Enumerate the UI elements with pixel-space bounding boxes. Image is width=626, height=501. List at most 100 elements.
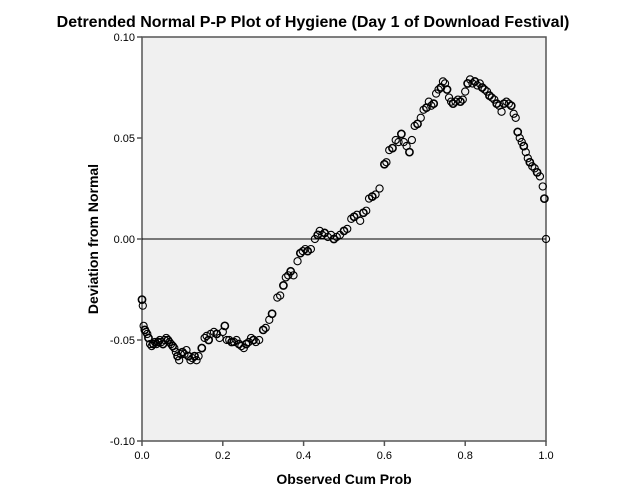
data-point xyxy=(190,351,199,361)
y-tick-label: -0.10 xyxy=(110,436,135,448)
y-axis: -0.10 -0.05 0.00 0.05 0.10 xyxy=(110,32,142,448)
data-point xyxy=(177,347,187,357)
x-tick-label: 0.8 xyxy=(458,450,473,462)
data-point xyxy=(220,321,230,331)
data-point xyxy=(434,85,443,94)
y-tick-label: 0.00 xyxy=(114,234,135,246)
data-point xyxy=(455,97,465,107)
data-point xyxy=(343,224,352,234)
data-point xyxy=(140,325,150,335)
data-point xyxy=(258,325,268,335)
data-point xyxy=(477,83,487,92)
data-point xyxy=(521,147,530,157)
data-point xyxy=(431,89,441,98)
data-point xyxy=(301,244,310,254)
data-point xyxy=(276,291,285,300)
data-point xyxy=(519,141,529,151)
x-tick-label: 1.0 xyxy=(538,450,553,462)
data-point xyxy=(497,107,506,116)
data-point xyxy=(197,343,207,353)
data-point xyxy=(438,77,448,86)
x-tick-label: 0.4 xyxy=(296,450,311,462)
data-point xyxy=(416,113,425,122)
x-tick-label: 0.6 xyxy=(377,450,392,462)
x-axis: 0.0 0.2 0.4 0.6 0.8 1.0 xyxy=(134,441,554,462)
data-point xyxy=(237,341,246,351)
data-point xyxy=(394,137,403,147)
x-tick-label: 0.2 xyxy=(215,450,230,462)
data-point xyxy=(528,162,537,171)
data-point xyxy=(150,337,160,347)
data-point xyxy=(539,194,549,203)
data-point xyxy=(461,87,470,96)
data-point xyxy=(281,273,290,282)
data-point xyxy=(458,95,467,104)
data-point xyxy=(388,143,397,153)
data-point xyxy=(138,301,147,310)
data-point xyxy=(504,99,513,108)
data-point xyxy=(407,135,417,145)
data-point xyxy=(137,295,147,304)
data-point xyxy=(453,95,463,104)
data-point xyxy=(485,91,494,100)
data-point xyxy=(511,113,520,122)
data-point xyxy=(356,216,365,225)
data-point xyxy=(241,339,251,349)
data-point xyxy=(473,81,482,90)
data-point xyxy=(194,352,203,361)
data-point xyxy=(289,271,298,280)
data-point xyxy=(170,343,179,353)
data-point xyxy=(148,339,158,349)
data-point xyxy=(176,349,185,359)
data-point xyxy=(444,93,454,102)
data-point xyxy=(315,226,324,236)
data-point xyxy=(204,335,214,345)
data-point xyxy=(382,158,391,167)
x-tick-label: 0.0 xyxy=(134,450,149,462)
data-point xyxy=(375,184,384,193)
data-point xyxy=(451,97,460,106)
data-point xyxy=(535,172,545,181)
data-point xyxy=(541,234,551,244)
data-point xyxy=(515,133,524,143)
data-point xyxy=(306,244,316,254)
data-point xyxy=(379,159,389,169)
data-point xyxy=(160,335,169,345)
data-point xyxy=(143,329,152,339)
data-point xyxy=(470,77,480,86)
data-point xyxy=(465,75,475,84)
y-tick-label: 0.05 xyxy=(114,133,135,145)
data-point xyxy=(538,182,547,191)
data-point xyxy=(487,93,497,102)
y-tick-label: 0.10 xyxy=(114,32,135,44)
data-point xyxy=(192,356,201,365)
data-point xyxy=(371,190,380,199)
data-point xyxy=(184,351,193,361)
data-point xyxy=(525,157,535,167)
x-axis-label: Observed Cum Prob xyxy=(276,471,411,487)
y-tick-label: -0.05 xyxy=(110,335,135,347)
data-point xyxy=(509,109,518,118)
data-point xyxy=(261,323,270,333)
data-point xyxy=(318,230,327,240)
data-point xyxy=(278,281,288,290)
data-point xyxy=(188,354,197,363)
data-point xyxy=(246,333,256,343)
data-point xyxy=(145,339,155,349)
data-point xyxy=(513,127,523,137)
scatter-points xyxy=(137,75,551,365)
data-point xyxy=(249,335,258,345)
data-point xyxy=(229,337,239,347)
data-point xyxy=(427,101,436,110)
y-axis-label: Deviation from Normal xyxy=(85,164,101,314)
data-point xyxy=(267,309,277,319)
data-point xyxy=(298,246,307,256)
data-point xyxy=(480,85,489,94)
data-point xyxy=(424,97,433,106)
data-point xyxy=(506,101,516,111)
data-point xyxy=(144,333,153,343)
data-point xyxy=(405,147,414,157)
data-point xyxy=(429,99,439,109)
data-point xyxy=(255,335,264,345)
